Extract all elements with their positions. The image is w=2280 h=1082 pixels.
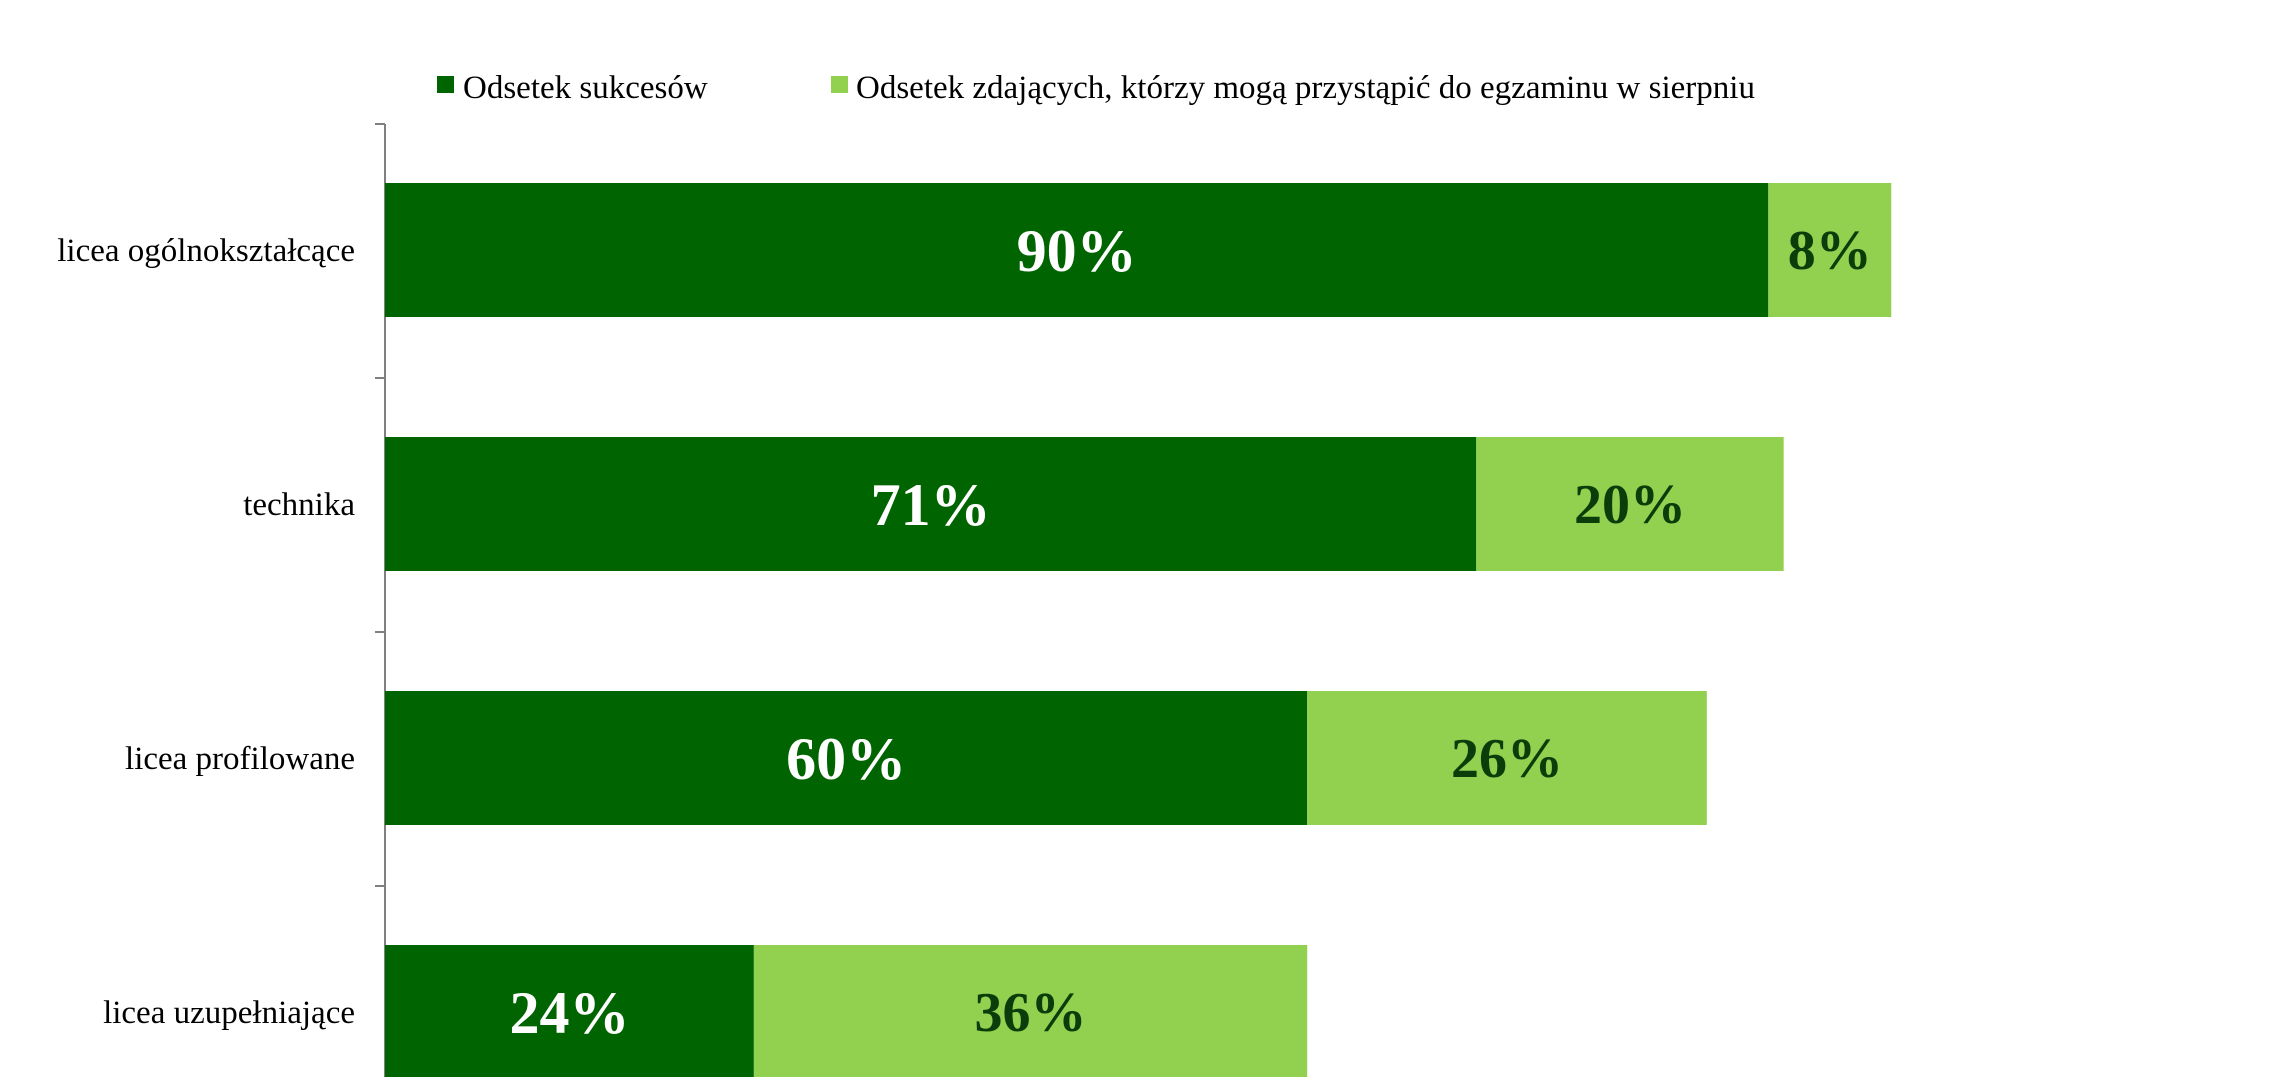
legend-label-august-exam: Odsetek zdających, którzy mogą przystąpi…	[856, 70, 1755, 106]
data-label-august-exam-technika: 20%	[1574, 474, 1686, 536]
data-label-august-exam-licea-profilowane: 26%	[1451, 728, 1563, 790]
legend: Odsetek sukcesów Odsetek zdających, któr…	[437, 70, 1755, 106]
data-label-success-licea-profilowane: 60%	[786, 726, 906, 792]
bar-august-exam-licea-ogolnoksztalcace	[1768, 183, 1892, 317]
bar-august-exam-licea-uzupelniajace	[753, 945, 1308, 1079]
bar-success-licea-profilowane	[385, 691, 1308, 825]
category-labels: licea ogólnokształcące technika licea prof…	[57, 233, 355, 1031]
bar-success-technika	[385, 437, 1477, 571]
bar-success-licea-ogolnoksztalcace	[385, 183, 1769, 317]
bars	[385, 183, 1892, 1079]
category-label-technika: technika	[243, 487, 355, 523]
legend-swatch-success	[437, 76, 454, 93]
data-label-success-licea-ogolnoksztalcace: 90%	[1017, 218, 1137, 284]
category-label-licea-ogolnoksztalcace: licea ogólnokształcące	[57, 233, 355, 269]
category-axis	[375, 123, 386, 1077]
bar-success-licea-uzupelniajace	[385, 945, 754, 1079]
data-label-august-exam-licea-ogolnoksztalcace: 8%	[1788, 220, 1872, 282]
bar-august-exam-technika	[1476, 437, 1784, 571]
category-label-licea-profilowane: licea profilowane	[125, 741, 355, 777]
category-label-licea-uzupelniajace: licea uzupełniające	[103, 995, 355, 1031]
value-labels: 90% 8% 71% 20% 60% 26% 24% 36%	[509, 218, 1871, 1046]
data-label-august-exam-licea-uzupelniajace: 36%	[975, 982, 1087, 1044]
data-label-success-licea-uzupelniajace: 24%	[509, 980, 629, 1046]
bar-august-exam-licea-profilowane	[1307, 691, 1707, 825]
legend-swatch-august-exam	[831, 76, 848, 93]
legend-label-success: Odsetek sukcesów	[463, 70, 708, 106]
data-label-success-technika: 71%	[871, 472, 991, 538]
